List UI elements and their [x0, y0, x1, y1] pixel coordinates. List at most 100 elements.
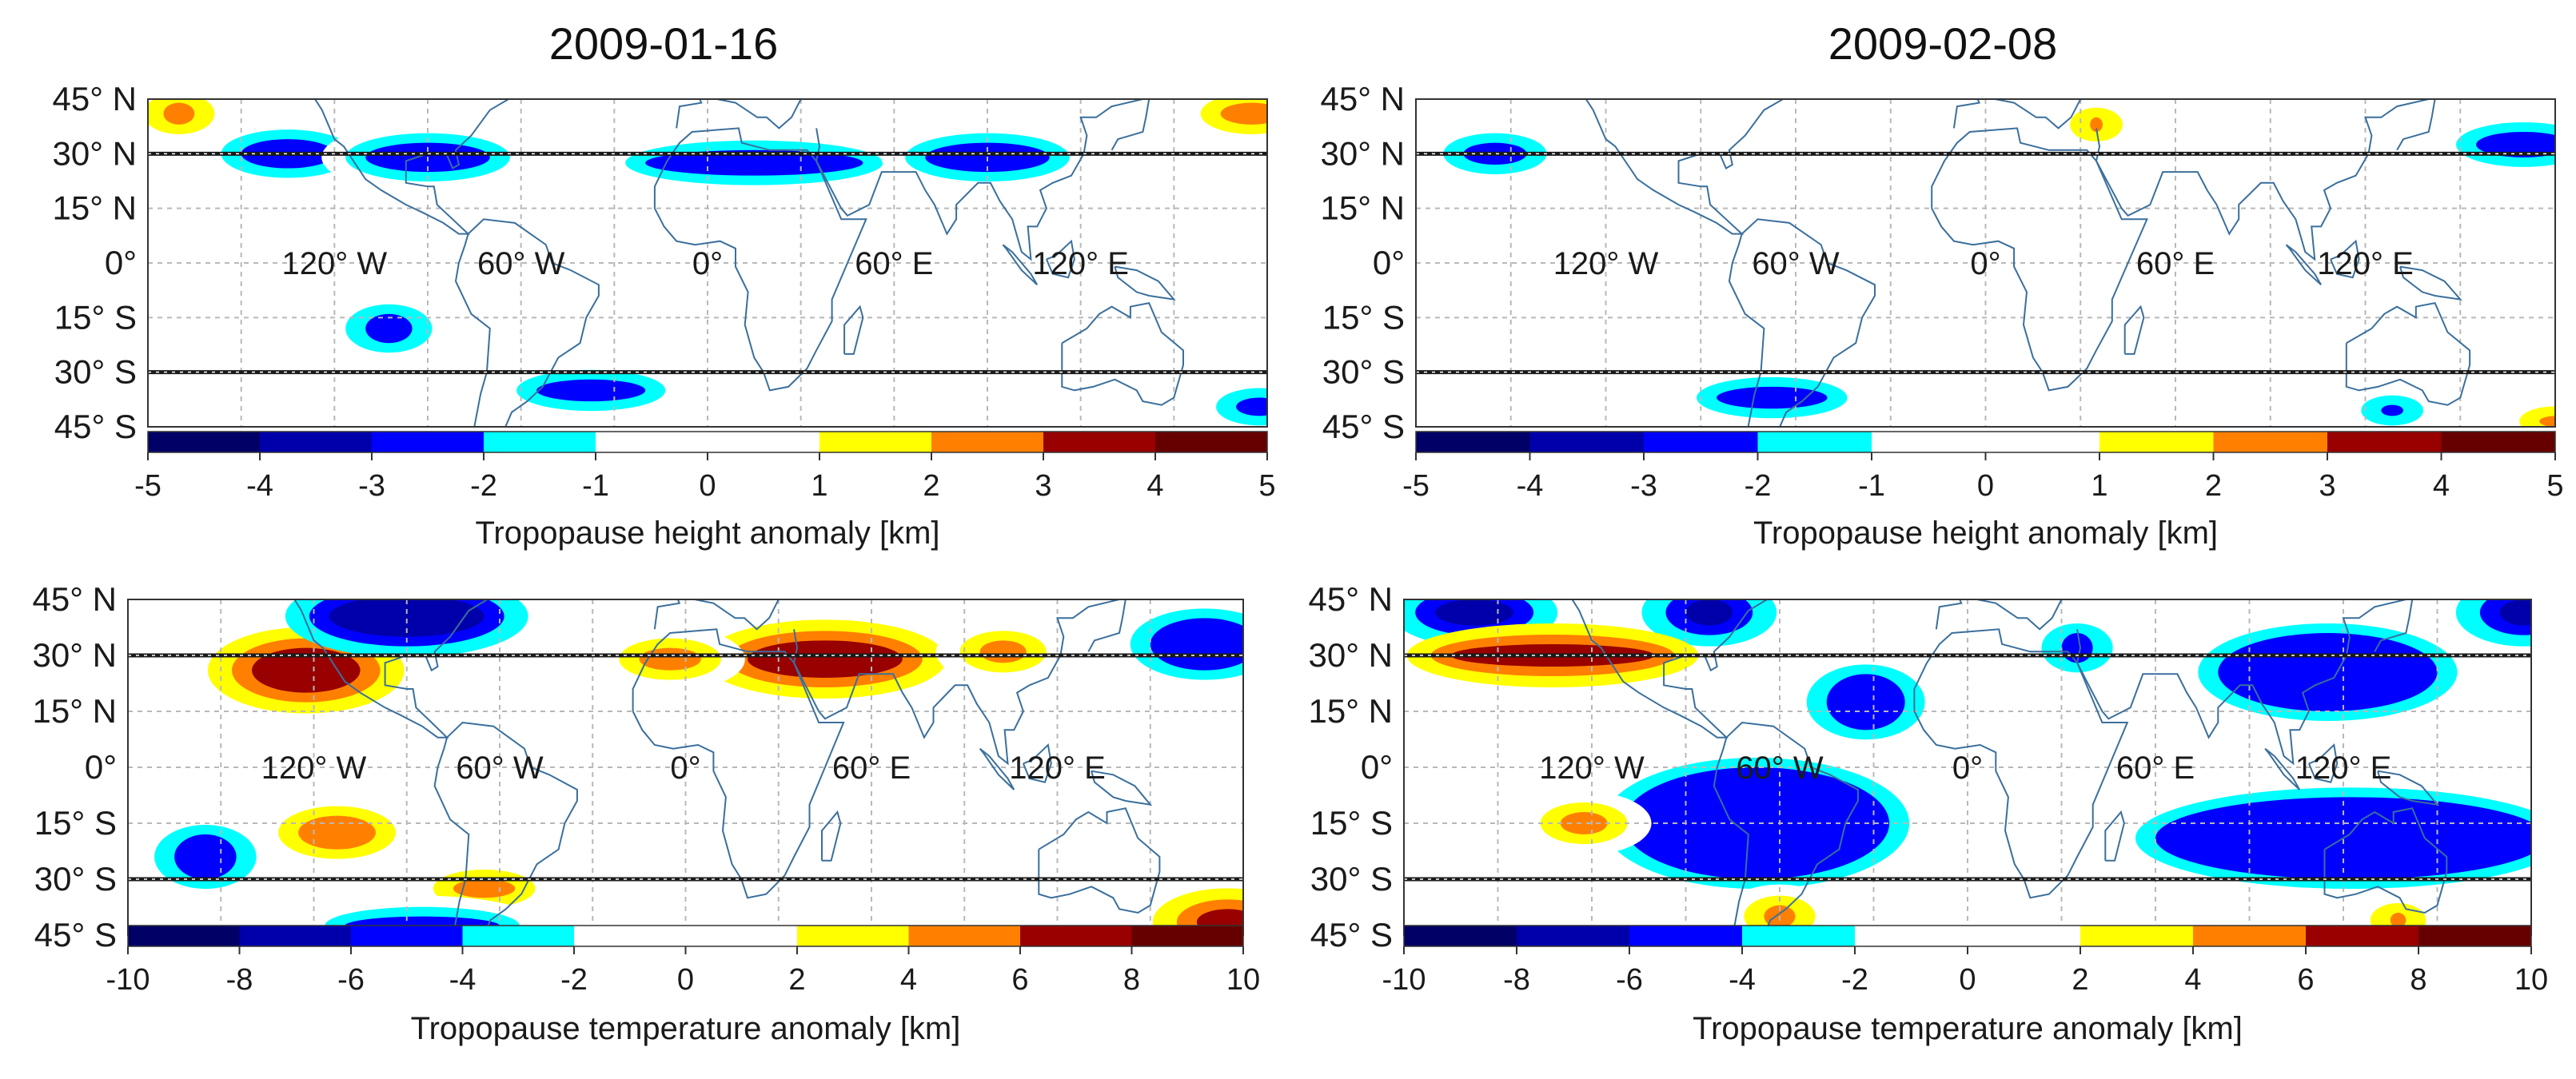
coastline-africa — [1913, 628, 2129, 899]
anomaly-patch — [979, 640, 1027, 663]
coastline-madagascar — [843, 305, 864, 355]
colorbar-tick-label: 1 — [811, 469, 827, 503]
coastlines — [1453, 99, 2471, 427]
latitude-label: 15° S — [54, 298, 137, 336]
colorbar-segment — [148, 432, 261, 452]
coastline-australia — [1038, 807, 1161, 914]
coastline-borneo — [1045, 239, 1075, 279]
colorbar-tick-label: -5 — [134, 469, 161, 503]
longitude-label: 120° W — [1553, 246, 1659, 281]
coastline-japan — [2396, 99, 2436, 151]
latitude-label: 15° S — [1322, 298, 1405, 336]
coastlines — [1442, 599, 2448, 935]
latitude-label: 15° N — [1308, 692, 1393, 730]
colorbar-tick-label: 0 — [1959, 963, 1976, 997]
colorbar-tick-label: 4 — [2433, 469, 2450, 503]
anomaly-patch — [1236, 397, 1267, 416]
longitude-label: 120° E — [1032, 246, 1129, 281]
colorbar-segment — [1043, 432, 1156, 452]
colorbar-tick-label: -1 — [1858, 469, 1885, 503]
latitude-label: 30° S — [1322, 353, 1405, 391]
latitude-label: 30° N — [1320, 134, 1405, 172]
colorbar-segment — [685, 926, 798, 946]
latitude-label: 30° N — [32, 636, 117, 674]
colorbar-axis-label: Tropopause temperature anomaly [km] — [411, 1011, 961, 1046]
latitude-label: 0° — [1361, 748, 1393, 786]
date-title-left: 2009-01-16 — [548, 18, 779, 69]
coastlines — [165, 599, 1161, 935]
coastline-madagascar — [2123, 305, 2145, 355]
latitude-label: 15° N — [32, 692, 117, 730]
longitude-label: 60° E — [2116, 751, 2195, 786]
colorbar-tick-label: 0 — [699, 469, 716, 503]
colorbar-segment — [260, 432, 373, 452]
longitude-label: 60° E — [2136, 246, 2215, 281]
colorbar-segment — [931, 432, 1044, 452]
coastline-europe — [1935, 599, 2063, 631]
colorbar-segment — [372, 432, 484, 452]
colorbar-segment — [239, 926, 352, 946]
height-anomaly-map-2009-02-08: 45° N 30° N 15° N 0° 15° S 30° S 45° S 120° W 60… — [1320, 80, 2563, 551]
colorbar-segment — [797, 926, 909, 946]
latitude-label: 45° N — [1308, 580, 1393, 618]
colorbar-segment — [351, 926, 463, 946]
colorbar-segment — [2099, 432, 2214, 452]
coastline-new-guinea — [1091, 770, 1153, 806]
longitude-label: 120° W — [1539, 751, 1645, 786]
coastline-madagascar — [821, 810, 842, 862]
latitude-label: 0° — [105, 244, 137, 281]
anomaly-patch — [2061, 633, 2093, 663]
latitude-label: 30° N — [52, 134, 137, 172]
anomaly-patch — [298, 815, 376, 850]
colorbar-tick-label: -4 — [1729, 963, 1756, 997]
longitude-label: 60° E — [832, 751, 911, 786]
anomaly-patch — [2090, 117, 2103, 132]
latitude-label: 45° S — [1322, 408, 1405, 445]
coastline-new-guinea — [2399, 265, 2462, 301]
coastline-north-america — [185, 99, 509, 235]
latitude-label: 45° S — [54, 408, 137, 445]
longitude-label: 60° E — [855, 246, 933, 281]
coastline-asia-south — [815, 99, 1143, 261]
colorbar-tick-label: 5 — [2546, 469, 2563, 503]
colorbar-tick-label: -2 — [1745, 469, 1772, 503]
colorbar-tick-label: -1 — [582, 469, 609, 503]
coastline-borneo — [1022, 743, 1052, 783]
coastline-sumatra — [979, 747, 1015, 790]
longitude-label: 120° E — [2317, 246, 2414, 281]
coastline-asia-south — [2076, 599, 2407, 766]
latitude-label: 0° — [85, 748, 117, 786]
longitude-label: 60° W — [1736, 751, 1824, 786]
colorbar-segment — [708, 432, 820, 452]
anomaly-patch — [2381, 404, 2403, 416]
colorbar-tick-label: 10 — [1226, 963, 1260, 997]
colorbar-segment — [2327, 432, 2442, 452]
colorbar-segment — [574, 926, 686, 946]
coastline-borneo — [2307, 743, 2339, 783]
colorbar-segment — [2306, 926, 2419, 946]
latitude-label: 45° N — [32, 580, 117, 618]
coastline-south-america — [1728, 218, 1876, 427]
longitude-label: 0° — [1970, 246, 2000, 281]
colorbar-tick-label: -10 — [106, 963, 150, 997]
colorbar-segment — [1872, 432, 1986, 452]
colorbar-axis-label: Tropopause temperature anomaly [km] — [1693, 1011, 2243, 1046]
colorbar-tick-label: -2 — [470, 469, 497, 503]
longitude-label: 120° W — [261, 751, 367, 786]
coastline-australia — [1061, 301, 1184, 406]
colorbar-segment — [1855, 926, 1968, 946]
coastline-europe — [1952, 99, 2082, 129]
colorbar-segment — [2080, 926, 2194, 946]
colorbar-tick-label: -4 — [449, 963, 477, 997]
colorbar-axis-label: Tropopause height anomaly [km] — [475, 516, 939, 551]
anomaly-patch — [2539, 416, 2555, 427]
anomaly-patch — [2390, 913, 2407, 928]
coastline-asia-south — [793, 599, 1120, 766]
colorbar-tick-label: 4 — [900, 963, 917, 997]
colorbar-segment — [2213, 432, 2328, 452]
anomaly-patch — [2155, 797, 2531, 879]
longitude-label: 60° W — [477, 246, 565, 281]
latitude-label: 45° S — [1310, 916, 1393, 954]
